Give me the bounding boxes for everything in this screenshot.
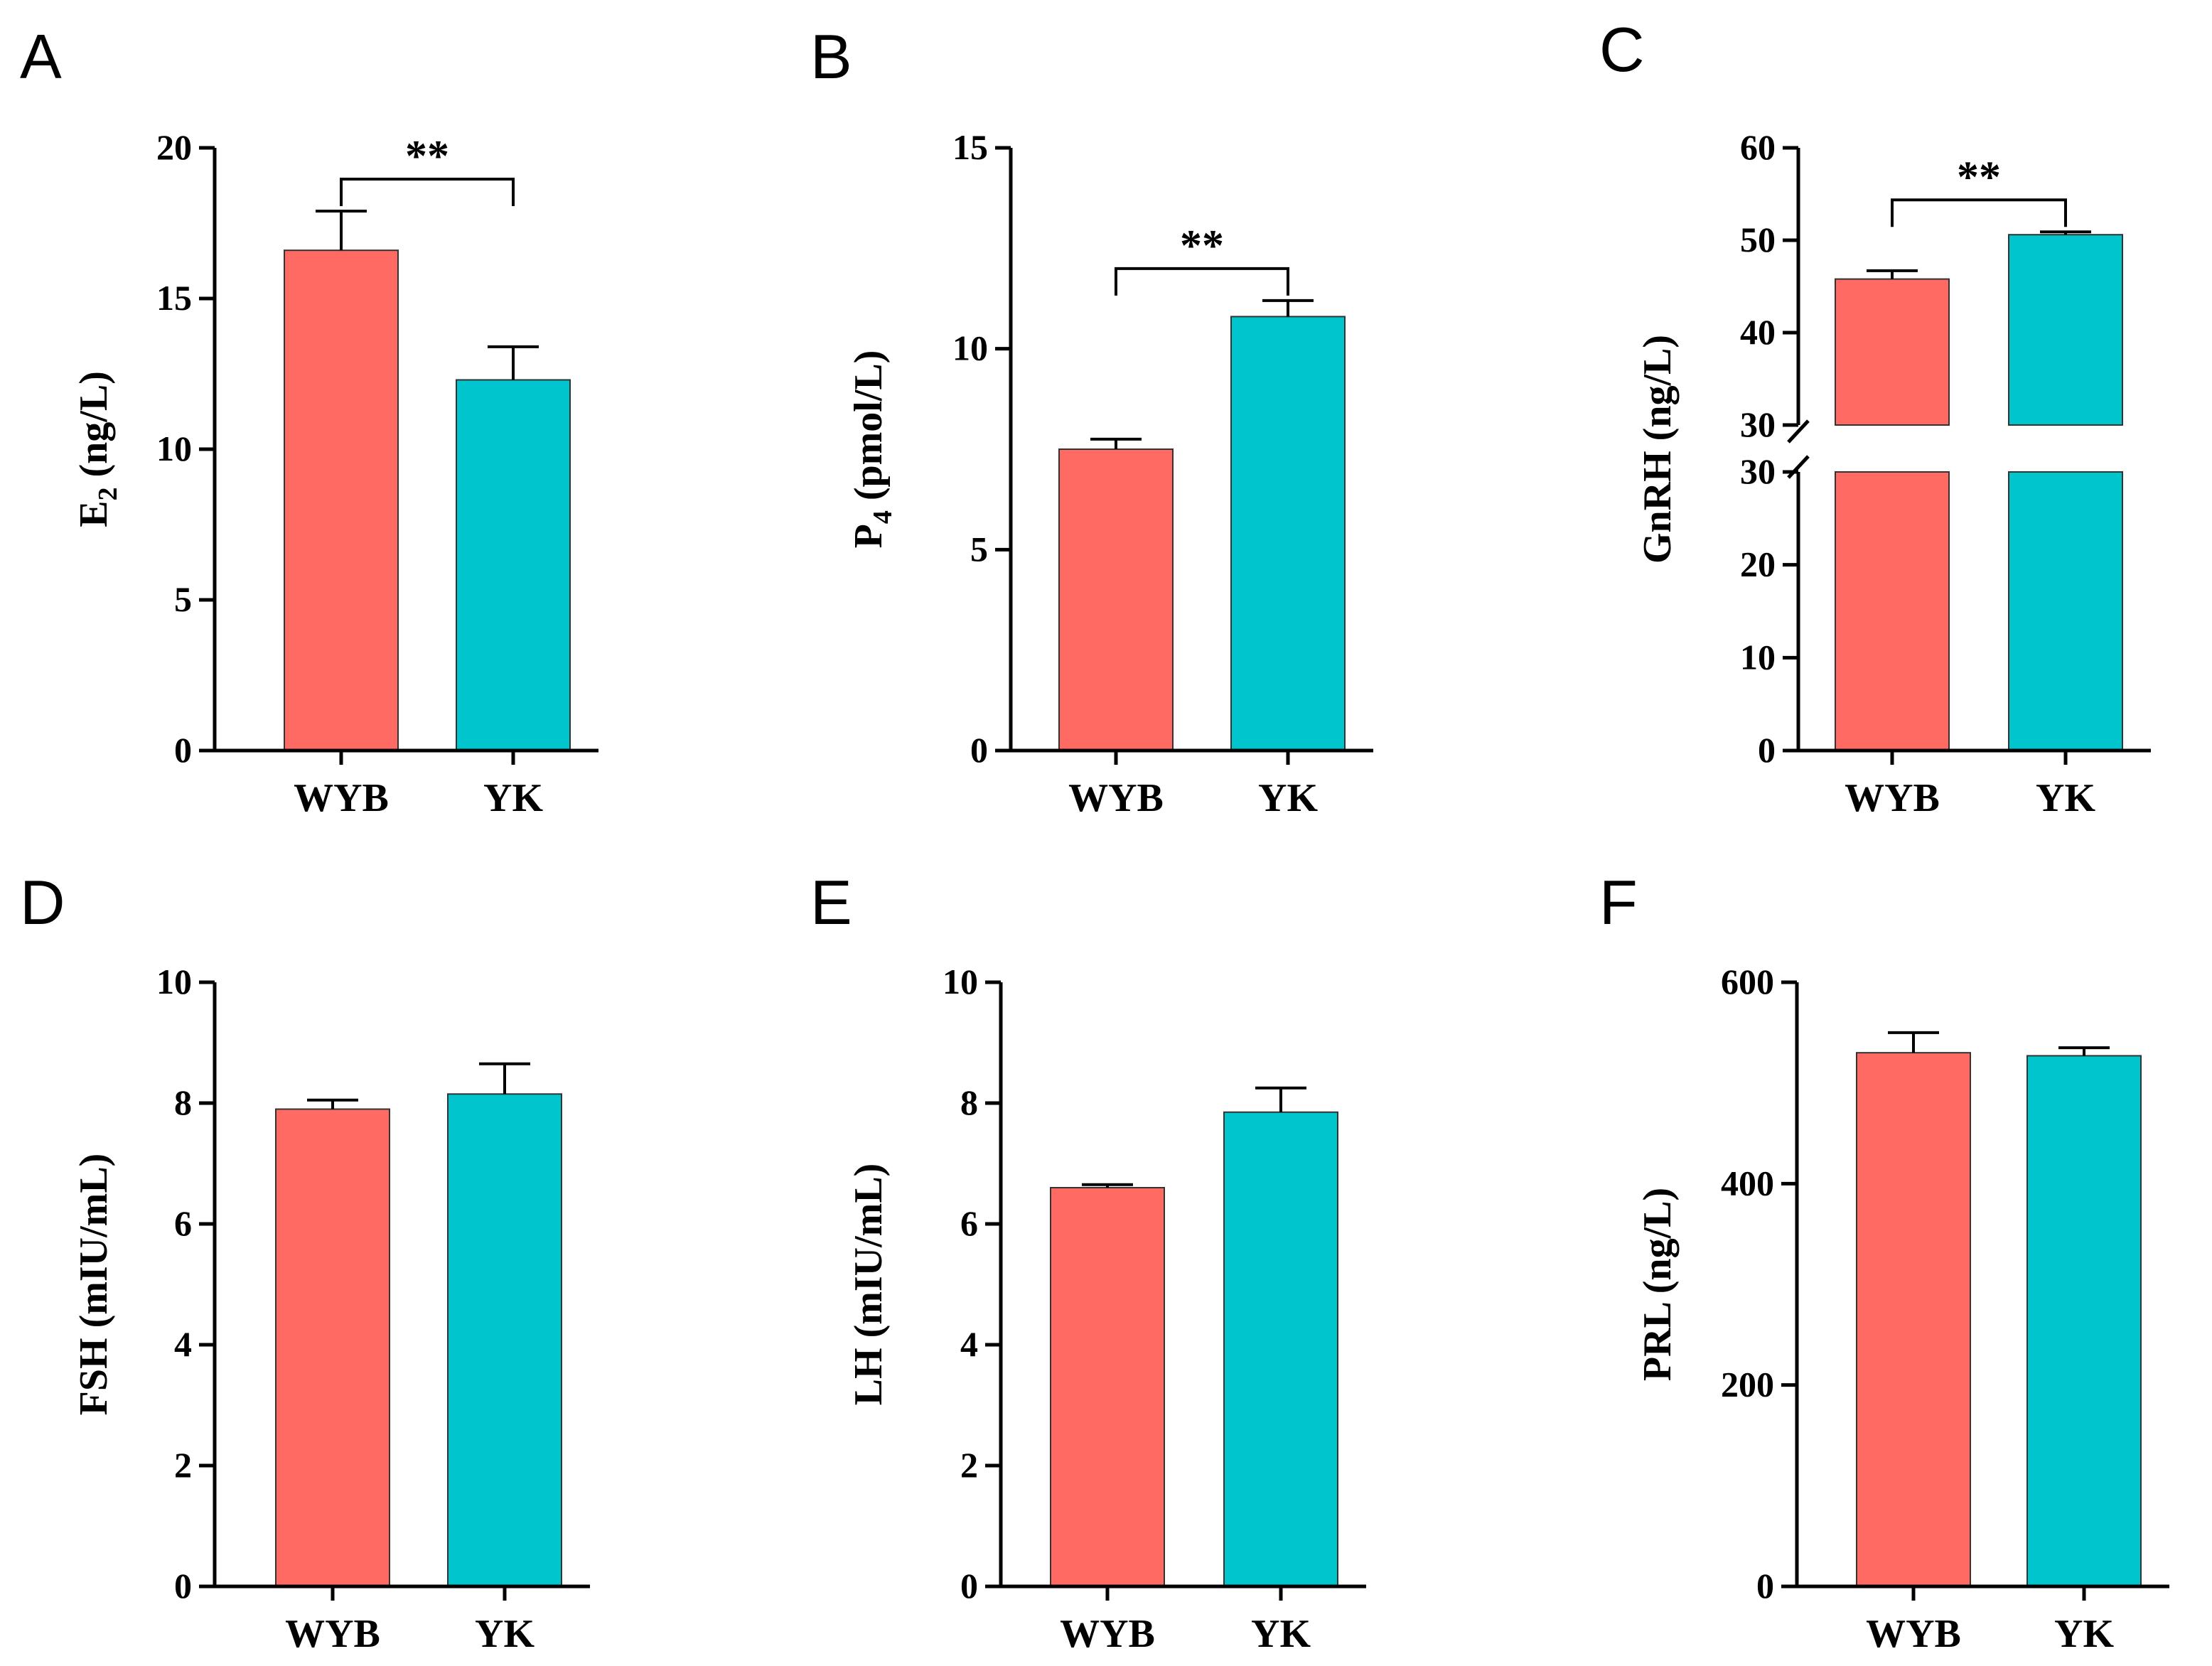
panel-letter: B [810, 21, 852, 92]
y-tick-label: 10 [1740, 637, 1776, 677]
y-tick-label: 4 [960, 1324, 978, 1364]
axis-break-mark [1787, 455, 1810, 479]
panel-b: B WYB YK 0 5 10 15 P4 (pmol/L) ** [810, 21, 1373, 820]
error-bar [2040, 230, 2091, 235]
y-tick-label: 4 [174, 1324, 192, 1364]
y-tick-label: 0 [1758, 730, 1776, 770]
x-tick-label: WYB [1845, 776, 1940, 820]
bar-yk [2026, 1055, 2142, 1587]
panel-d: D WYB YK 0 2 4 6 8 10 FSH (mIU/mL) [20, 867, 590, 1656]
x-tick-label: YK [2036, 776, 2095, 820]
y-tick-label: 600 [1721, 962, 1774, 1001]
y-tick-label: 10 [952, 328, 988, 368]
y-tick-label: 2 [174, 1445, 192, 1485]
y-tick-label: 10 [943, 962, 978, 1001]
panel-letter: F [1599, 867, 1638, 937]
panel-e: E WYB YK 0 2 4 6 8 10 LH (mIU/mL) [810, 867, 1366, 1656]
y-tick-label: 200 [1721, 1365, 1774, 1404]
y-tick-label: 0 [1756, 1566, 1774, 1606]
bar-wyb [284, 249, 399, 752]
bar-yk [456, 379, 571, 751]
y-axis-title: P4 (pmol/L) [847, 350, 898, 549]
error-bar [307, 1098, 358, 1109]
x-tick-label: YK [2054, 1612, 2114, 1656]
y-tick-label: 15 [156, 278, 192, 318]
significance-bracket [1115, 267, 1289, 296]
bar-wyb-lower [1835, 471, 1950, 751]
y-tick-label: 50 [1740, 220, 1776, 259]
y-axis-title: FSH (mIU/mL) [72, 1154, 116, 1416]
panel-letter: D [20, 867, 65, 937]
bar-yk [447, 1093, 562, 1587]
y-tick-label: 8 [960, 1082, 978, 1122]
bar-wyb [1856, 1052, 1971, 1587]
bar-wyb [275, 1108, 390, 1587]
x-tick-label: YK [475, 1612, 535, 1656]
panel-letter: E [810, 867, 852, 937]
panel-a: A WYB YK 0 5 10 15 20 E2 (ng/L) ** [20, 21, 598, 820]
bar-yk [1223, 1111, 1338, 1587]
significance-bracket [340, 178, 515, 207]
y-tick-label: 5 [970, 529, 988, 569]
error-bar [1082, 1183, 1133, 1188]
y-tick-label: 15 [952, 127, 988, 167]
y-axis-title: E2 (ng/L) [72, 371, 123, 527]
error-bar [1255, 1086, 1306, 1112]
x-tick-label: WYB [1866, 1612, 1961, 1656]
bar-wyb [1050, 1187, 1165, 1587]
y-tick-label: 30 [1740, 404, 1776, 444]
bar-yk [1230, 316, 1346, 751]
error-bar [1262, 299, 1314, 317]
error-bar [488, 345, 539, 380]
y-axis-title: LH (mIU/mL) [847, 1163, 891, 1406]
error-bar [1888, 1031, 1939, 1053]
y-tick-label: 0 [174, 1566, 192, 1606]
x-tick-label: WYB [1068, 776, 1164, 820]
x-tick-label: WYB [294, 776, 389, 820]
bar-yk-lower [2008, 471, 2123, 751]
y-tick-label: 10 [156, 962, 192, 1001]
y-tick-label: 8 [174, 1082, 192, 1122]
y-axis-title: PRL (ng/L) [1636, 1188, 1680, 1381]
bar-wyb-upper [1835, 278, 1950, 426]
x-tick-label: YK [1251, 1612, 1311, 1656]
y-tick-label: 40 [1740, 312, 1776, 352]
bar-yk-upper [2008, 234, 2123, 426]
x-tick-label: WYB [285, 1612, 380, 1656]
y-tick-label: 0 [174, 730, 192, 770]
significance-label: ** [1180, 222, 1224, 270]
y-tick-label: 0 [960, 1566, 978, 1606]
error-bar [479, 1062, 530, 1095]
error-bar [2058, 1046, 2110, 1056]
x-tick-label: YK [1258, 776, 1318, 820]
panel-f: F WYB YK 0 200 400 600 PRL (ng/L) [1599, 867, 2169, 1656]
significance-label: ** [1957, 153, 2001, 201]
y-tick-label: 6 [174, 1203, 192, 1243]
y-tick-label: 6 [960, 1203, 978, 1243]
y-tick-label: 5 [174, 579, 192, 619]
y-tick-label: 20 [156, 127, 192, 167]
significance-label: ** [405, 132, 449, 181]
axis-break-mark [1787, 419, 1810, 444]
x-tick-label: WYB [1060, 1612, 1155, 1656]
panel-letter: C [1599, 14, 1645, 85]
y-tick-label: 60 [1740, 127, 1776, 167]
x-tick-label: YK [483, 776, 543, 820]
y-tick-label: 400 [1721, 1163, 1774, 1203]
error-bar [1090, 437, 1142, 449]
panel-letter: A [20, 21, 62, 92]
y-tick-label: 0 [970, 730, 988, 770]
y-axis-title: GnRH (ng/L) [1636, 335, 1680, 564]
bar-wyb [1058, 448, 1174, 751]
y-tick-label: 2 [960, 1445, 978, 1485]
error-bar [316, 210, 367, 251]
error-bar [1867, 269, 1918, 279]
y-tick-label: 20 [1740, 544, 1776, 584]
y-tick-label: 10 [156, 429, 192, 468]
panel-c: C WYB YK 0 10 20 30 30 40 50 60 GnRH (ng/L) ** [1599, 14, 2151, 820]
y-tick-label: 30 [1740, 451, 1776, 491]
significance-bracket [1891, 198, 2067, 227]
